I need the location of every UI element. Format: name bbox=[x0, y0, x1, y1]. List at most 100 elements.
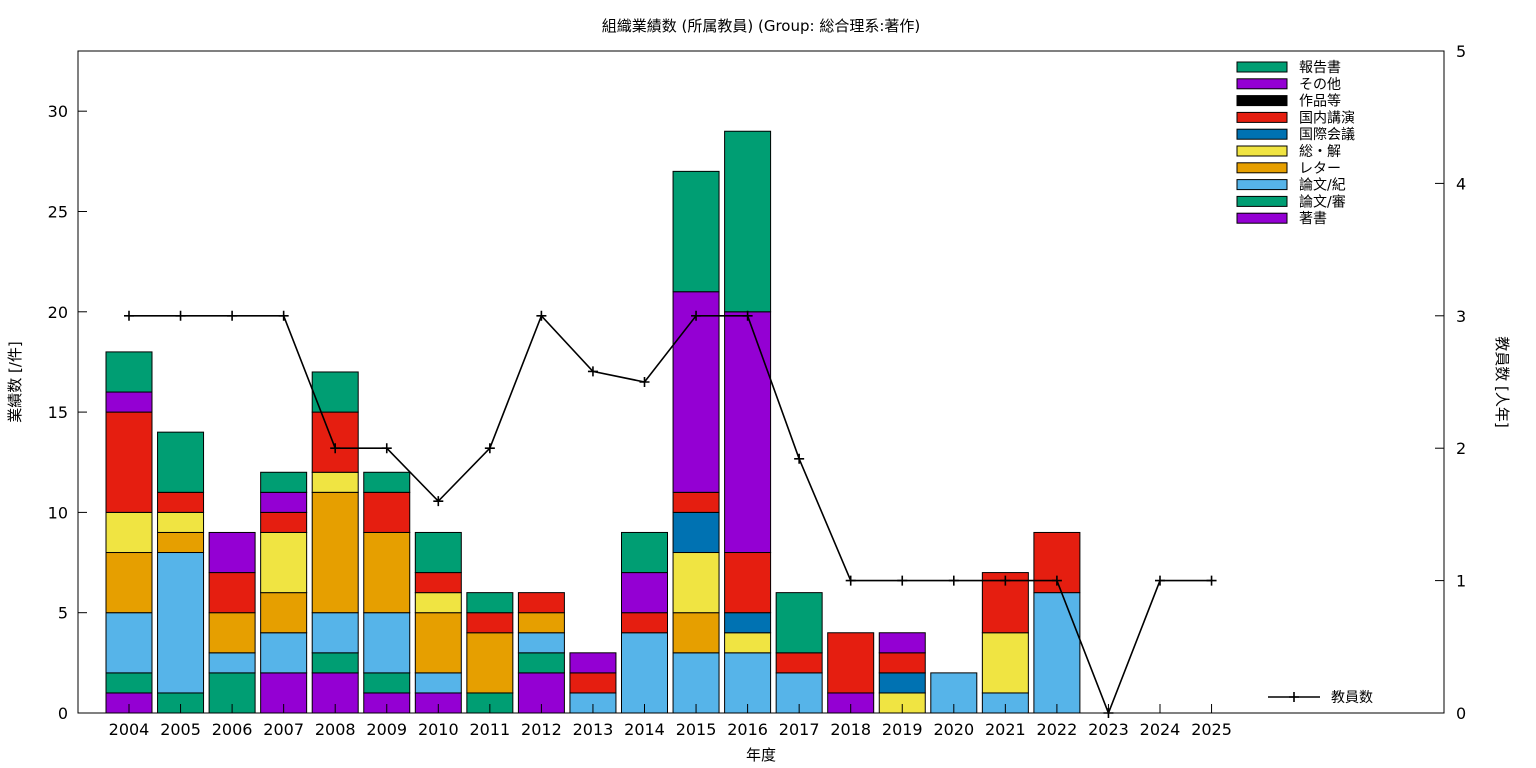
y-tick-label: 20 bbox=[48, 303, 68, 322]
x-tick-label: 2021 bbox=[985, 720, 1026, 739]
faculty-line-point-2008 bbox=[330, 443, 341, 454]
bar-2007-series-9 bbox=[260, 471, 308, 493]
bar-2019-series-6 bbox=[878, 652, 926, 674]
x-tick-label: 2017 bbox=[779, 720, 820, 739]
bar-2010-series-3 bbox=[414, 612, 462, 674]
legend-label-faculty: 教員数 bbox=[1331, 690, 1373, 706]
bar-2013-series-6 bbox=[569, 672, 617, 694]
bar-2015-series-8 bbox=[672, 291, 720, 493]
y-tick-label: 30 bbox=[48, 102, 68, 121]
bar-2005-series-6 bbox=[157, 491, 205, 513]
legend-swatch-7 bbox=[1236, 179, 1288, 191]
bar-2006-series-8 bbox=[208, 531, 256, 574]
legend-label: 報告書 bbox=[1299, 60, 1341, 76]
faculty-line-point-2006 bbox=[227, 310, 238, 321]
bar-2018-series-6 bbox=[827, 632, 875, 694]
legend-swatch-3 bbox=[1236, 111, 1288, 123]
bar-2007-series-6 bbox=[260, 511, 308, 533]
x-tick-label: 2019 bbox=[882, 720, 923, 739]
bar-2007-series-2 bbox=[260, 632, 308, 674]
bar-2017-series-6 bbox=[775, 652, 823, 674]
legend-label: 著書 bbox=[1299, 211, 1327, 227]
bar-2010-series-9 bbox=[414, 531, 462, 574]
bar-2014-series-8 bbox=[621, 572, 668, 614]
bar-2006-series-6 bbox=[208, 572, 256, 614]
bar-2007-series-4 bbox=[260, 531, 308, 594]
faculty-line-point-2014 bbox=[639, 377, 650, 387]
bar-2012-series-3 bbox=[517, 612, 565, 634]
faculty-line-point-2017 bbox=[794, 453, 805, 464]
bar-2015-series-5 bbox=[672, 511, 720, 554]
faculty-line-point-2013 bbox=[587, 366, 598, 377]
bar-2004-series-1 bbox=[105, 672, 153, 694]
bar-2016-series-2 bbox=[724, 652, 772, 714]
bar-2008-series-2 bbox=[311, 612, 359, 654]
bar-2004-series-3 bbox=[105, 552, 153, 614]
bar-2004-series-2 bbox=[105, 612, 153, 674]
faculty-line-point-2011 bbox=[484, 443, 495, 454]
legend-swatch-1 bbox=[1236, 78, 1288, 90]
bar-2007-series-3 bbox=[260, 592, 308, 634]
faculty-line-point-2019 bbox=[897, 575, 908, 586]
legend-label: 総・解 bbox=[1299, 144, 1341, 160]
faculty-line-point-2004 bbox=[124, 310, 134, 321]
faculty-line-point-2010 bbox=[433, 496, 444, 507]
bar-2009-series-3 bbox=[363, 531, 411, 614]
bar-2009-series-6 bbox=[363, 491, 411, 533]
legend-swatch-9 bbox=[1236, 212, 1288, 224]
y2-tick-label: 2 bbox=[1456, 439, 1466, 458]
x-tick-label: 2010 bbox=[418, 720, 459, 739]
bar-2016-series-9 bbox=[724, 130, 772, 313]
faculty-line-point-2007 bbox=[278, 310, 289, 321]
faculty-line-point-2024 bbox=[1155, 575, 1165, 586]
bar-2017-series-9 bbox=[775, 592, 823, 654]
x-tick-label: 2013 bbox=[573, 720, 614, 739]
x-tick-label: 2025 bbox=[1191, 720, 1232, 739]
y2-tick-label: 0 bbox=[1456, 704, 1466, 723]
x-tick-label: 2023 bbox=[1088, 720, 1129, 739]
bar-2013-series-8 bbox=[569, 652, 617, 674]
y2-tick-label: 1 bbox=[1456, 572, 1466, 591]
legend-label: レター bbox=[1299, 161, 1341, 177]
bar-2004-series-6 bbox=[105, 411, 153, 513]
bar-2014-series-6 bbox=[621, 612, 668, 634]
faculty-line-point-2005 bbox=[175, 310, 186, 321]
bar-2016-series-6 bbox=[724, 552, 772, 614]
x-tick-label: 2009 bbox=[366, 720, 407, 739]
bar-2014-series-9 bbox=[621, 531, 668, 574]
y-tick-label: 15 bbox=[48, 403, 68, 422]
y2-tick-label: 3 bbox=[1456, 307, 1466, 326]
faculty-line-point-2020 bbox=[948, 575, 959, 586]
faculty-line-point-2021 bbox=[1000, 575, 1011, 586]
bar-2015-series-6 bbox=[672, 491, 720, 513]
bar-2012-series-6 bbox=[517, 592, 565, 614]
x-tick-label: 2024 bbox=[1140, 720, 1181, 739]
x-axis-label: 年度 bbox=[746, 746, 776, 764]
bar-2012-series-2 bbox=[517, 632, 565, 654]
legend-swatch-8 bbox=[1236, 195, 1288, 207]
bar-2005-series-9 bbox=[157, 431, 205, 493]
legend-label: その他 bbox=[1299, 77, 1341, 93]
x-tick-label: 2011 bbox=[469, 720, 510, 739]
bar-2016-series-8 bbox=[724, 311, 772, 554]
bars bbox=[105, 130, 1081, 714]
faculty-line-path bbox=[129, 314, 1212, 716]
legend-label: 国内講演 bbox=[1299, 110, 1355, 126]
bar-2008-series-4 bbox=[311, 471, 359, 493]
x-tick-label: 2006 bbox=[212, 720, 253, 739]
legend-swatch-4 bbox=[1236, 128, 1288, 140]
bar-2007-series-8 bbox=[260, 491, 308, 513]
y-tick-label: 10 bbox=[48, 503, 68, 522]
legend-swatch-6 bbox=[1236, 162, 1288, 174]
x-tick-label: 2020 bbox=[933, 720, 974, 739]
bar-2009-series-9 bbox=[363, 471, 411, 493]
faculty-line-point-2016 bbox=[742, 310, 753, 321]
y2-axis-label: 教員数 [人年] bbox=[1493, 336, 1511, 427]
bar-2011-series-3 bbox=[466, 632, 514, 694]
bar-2008-series-3 bbox=[311, 491, 359, 614]
bar-2006-series-3 bbox=[208, 612, 256, 654]
bar-2004-series-4 bbox=[105, 511, 153, 554]
bar-2014-series-2 bbox=[621, 632, 668, 714]
bar-2012-series-1 bbox=[517, 652, 565, 674]
bar-2008-series-9 bbox=[311, 371, 359, 413]
